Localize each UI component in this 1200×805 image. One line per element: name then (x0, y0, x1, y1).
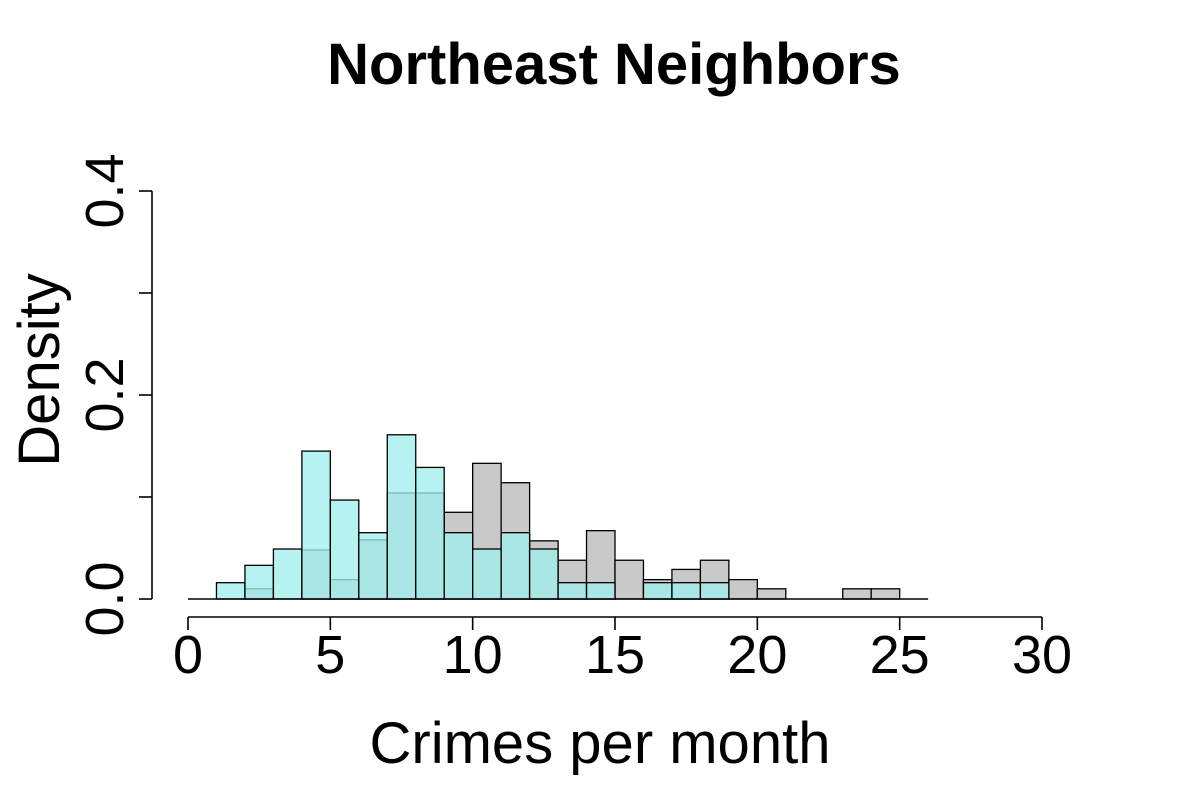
y-tick-label: 0.0 (75, 561, 135, 636)
histogram-bar (244, 564, 275, 600)
histogram-bar (642, 582, 673, 600)
x-axis-label: Crimes per month (370, 711, 831, 776)
histogram-bar (585, 582, 616, 600)
histogram-bar (756, 588, 787, 600)
x-tick-label: 10 (443, 625, 503, 685)
histogram-bar (272, 548, 303, 600)
histogram-bar (614, 559, 645, 600)
bars-layer (215, 434, 901, 600)
x-tick-label: 20 (727, 625, 787, 685)
histogram-bar (557, 582, 588, 600)
y-tick-label: 0.4 (75, 153, 135, 228)
histogram-bar (528, 548, 559, 600)
x-tick-label: 15 (585, 625, 645, 685)
x-tick-label: 25 (870, 625, 930, 685)
y-tick-label: 0.2 (75, 357, 135, 432)
histogram-bar (842, 588, 872, 600)
histogram-bar (358, 532, 388, 600)
x-axis: 0 5 10 15 20 25 30 (173, 616, 1072, 685)
histogram-bar (443, 532, 474, 600)
histogram-bar (699, 582, 730, 600)
histogram-bar (870, 588, 901, 600)
y-axis: 0.0 0.2 0.4 (75, 153, 153, 637)
histogram-bar (500, 532, 531, 600)
y-axis-label: Density (7, 273, 72, 466)
chart-title: Northeast Neighbors (327, 32, 901, 97)
histogram-bar (728, 578, 758, 600)
histogram-bar (329, 499, 360, 600)
histogram-bar (301, 450, 331, 600)
x-tick-label: 0 (173, 625, 203, 685)
series-2-bars (215, 434, 730, 600)
x-tick-label: 5 (315, 625, 345, 685)
x-tick-label: 30 (1012, 625, 1072, 685)
histogram-bar (671, 582, 702, 600)
histogram-bar (386, 434, 417, 600)
histogram-bar (472, 548, 502, 600)
histogram-bar (415, 466, 445, 600)
histogram-bar (215, 582, 246, 600)
